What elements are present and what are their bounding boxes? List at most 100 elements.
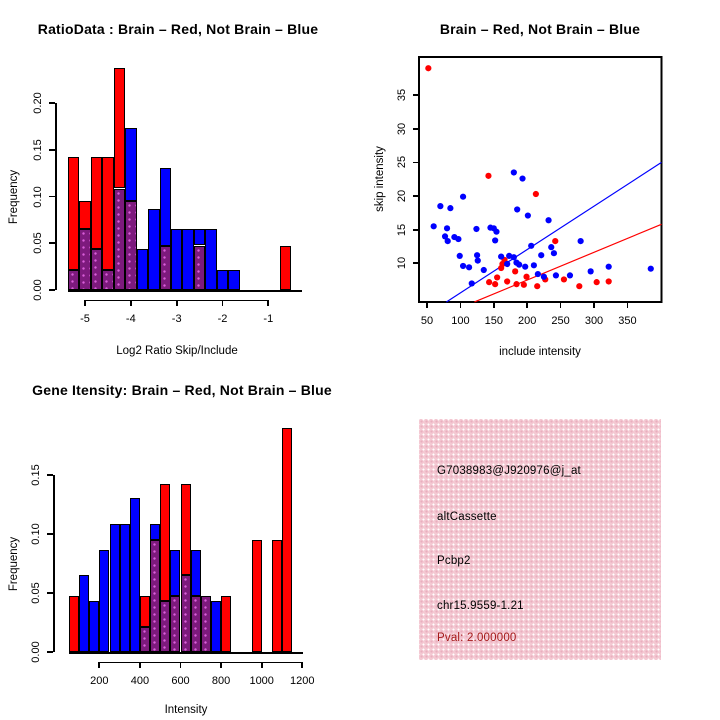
- hist-bar-overlap: [200, 596, 211, 653]
- hist-bar-blue: [210, 601, 222, 653]
- scatter-point-blue: [524, 212, 531, 219]
- info-probe-id: G7038983@J920976@j_at: [437, 465, 581, 477]
- hist-bar-red: [139, 596, 151, 627]
- scatter-point-red: [513, 281, 520, 288]
- y-axis-tick: [413, 262, 419, 265]
- hist-bar-blue: [193, 229, 206, 246]
- scatter-point-red: [498, 264, 505, 272]
- x-tick-label: -1: [263, 312, 274, 325]
- scatter-point-blue: [545, 217, 552, 224]
- x-axis-tick: [492, 302, 495, 308]
- scatter-point-blue: [566, 272, 574, 279]
- scatter-point-blue: [538, 252, 545, 259]
- scatter-point-blue: [530, 262, 537, 269]
- hist-bar-blue: [136, 249, 149, 290]
- scatter-point-blue: [519, 175, 526, 182]
- scatter-point-blue: [552, 272, 560, 279]
- y-axis-tick: [49, 242, 55, 245]
- scatter-point-blue: [474, 252, 481, 259]
- scatter-point-red: [532, 190, 539, 198]
- x-tick-label: 50: [420, 315, 434, 327]
- hist-bar-blue: [89, 601, 100, 653]
- hist-bar-red: [180, 483, 191, 576]
- scatter-point-blue: [647, 265, 654, 272]
- y-tick-label: 20: [396, 189, 408, 203]
- scatter-point-blue: [459, 193, 467, 200]
- y-axis-tick: [49, 149, 55, 151]
- hist-bar-blue: [216, 269, 229, 290]
- x-tick-label: 200: [518, 315, 537, 327]
- hist-bar-red: [67, 156, 80, 270]
- scatter-point-blue: [522, 263, 529, 270]
- hist-bar-blue: [190, 549, 201, 597]
- scatter-point-blue: [577, 238, 584, 245]
- hist-bar-blue: [159, 168, 171, 246]
- hist-bar-red: [79, 201, 91, 230]
- xlabel-gene-histogram: Intensity: [164, 704, 208, 716]
- y-axis-tick: [47, 592, 53, 595]
- hist-bar-red: [279, 245, 292, 290]
- scatter-point-blue: [465, 264, 473, 271]
- scatter-point-red: [534, 283, 541, 290]
- hist-bar-blue: [79, 575, 90, 653]
- y-tick-label: 35: [396, 88, 408, 102]
- x-axis-tick: [175, 299, 178, 306]
- y-axis-tick: [49, 195, 55, 198]
- x-tick-label: 400: [130, 674, 150, 687]
- hist-bar-overlap: [67, 269, 80, 290]
- y-axis-line: [53, 475, 55, 653]
- y-tick-label: 0.05: [32, 232, 44, 255]
- x-axis-tick: [301, 661, 304, 668]
- y-tick-label: 10: [396, 257, 408, 270]
- scatter-point-blue: [455, 235, 462, 243]
- x-axis-tick: [220, 661, 222, 668]
- x-axis-tick: [267, 299, 270, 306]
- hist-bar-blue: [109, 524, 120, 653]
- x-axis-tick: [139, 661, 141, 668]
- scatter-point-blue: [548, 244, 555, 251]
- hist-bar-red: [251, 540, 262, 653]
- x-tick-label: -2: [217, 312, 228, 325]
- title-scatter: Brain – Red, Not Brain – Blue: [439, 21, 641, 37]
- y-axis-tick: [47, 474, 53, 477]
- scatter-plot-area: [418, 56, 663, 303]
- hist-bar-overlap: [102, 269, 114, 290]
- title-gene-histogram: Gene Itensity: Brain – Red, Not Brain – …: [32, 382, 332, 398]
- hist-bar-red: [160, 483, 171, 601]
- ylabel-gene-histogram: Frequency: [8, 536, 20, 592]
- x-axis-tick: [129, 299, 132, 306]
- scatter-point-red: [552, 238, 559, 245]
- hist-bar-blue: [228, 269, 240, 290]
- y-tick-label: 0.00: [32, 279, 44, 301]
- hist-bar-red: [90, 156, 103, 250]
- hist-bar-overlap: [125, 201, 137, 290]
- x-axis-tick: [98, 661, 101, 668]
- hist-bar-red: [68, 596, 79, 653]
- y-axis-tick: [413, 161, 419, 164]
- x-tick-label: 600: [171, 674, 190, 687]
- scatter-point-red: [486, 279, 493, 286]
- scatter-point-red: [576, 283, 583, 290]
- scatter-point-blue: [430, 223, 437, 230]
- scatter-point-blue: [528, 242, 535, 249]
- y-axis-tick: [413, 94, 419, 96]
- xlabel-scatter: include intensity: [499, 346, 581, 358]
- ylabel-ratio-histogram: Frequency: [8, 169, 20, 225]
- x-axis-tick: [559, 302, 562, 308]
- hist-bar-overlap: [139, 626, 151, 653]
- x-tick-label: 150: [484, 315, 503, 327]
- hist-bar-blue: [119, 524, 130, 653]
- scatter-point-blue: [456, 252, 463, 260]
- scatter-point-blue: [510, 169, 517, 176]
- y-axis-tick: [413, 127, 419, 130]
- hist-bar-blue: [125, 127, 137, 202]
- scatter-point-blue: [516, 261, 523, 268]
- hist-bar-red: [282, 427, 293, 653]
- hist-bar-red: [113, 67, 126, 189]
- y-tick-label: 0.15: [32, 139, 44, 161]
- hist-bar-overlap: [159, 245, 171, 290]
- scatter-point-red: [593, 279, 600, 286]
- x-tick-label: 200: [90, 674, 109, 687]
- scatter-point-red: [512, 268, 519, 275]
- xlabel-ratio-histogram: Log2 Ratio Skip/Include: [116, 345, 238, 357]
